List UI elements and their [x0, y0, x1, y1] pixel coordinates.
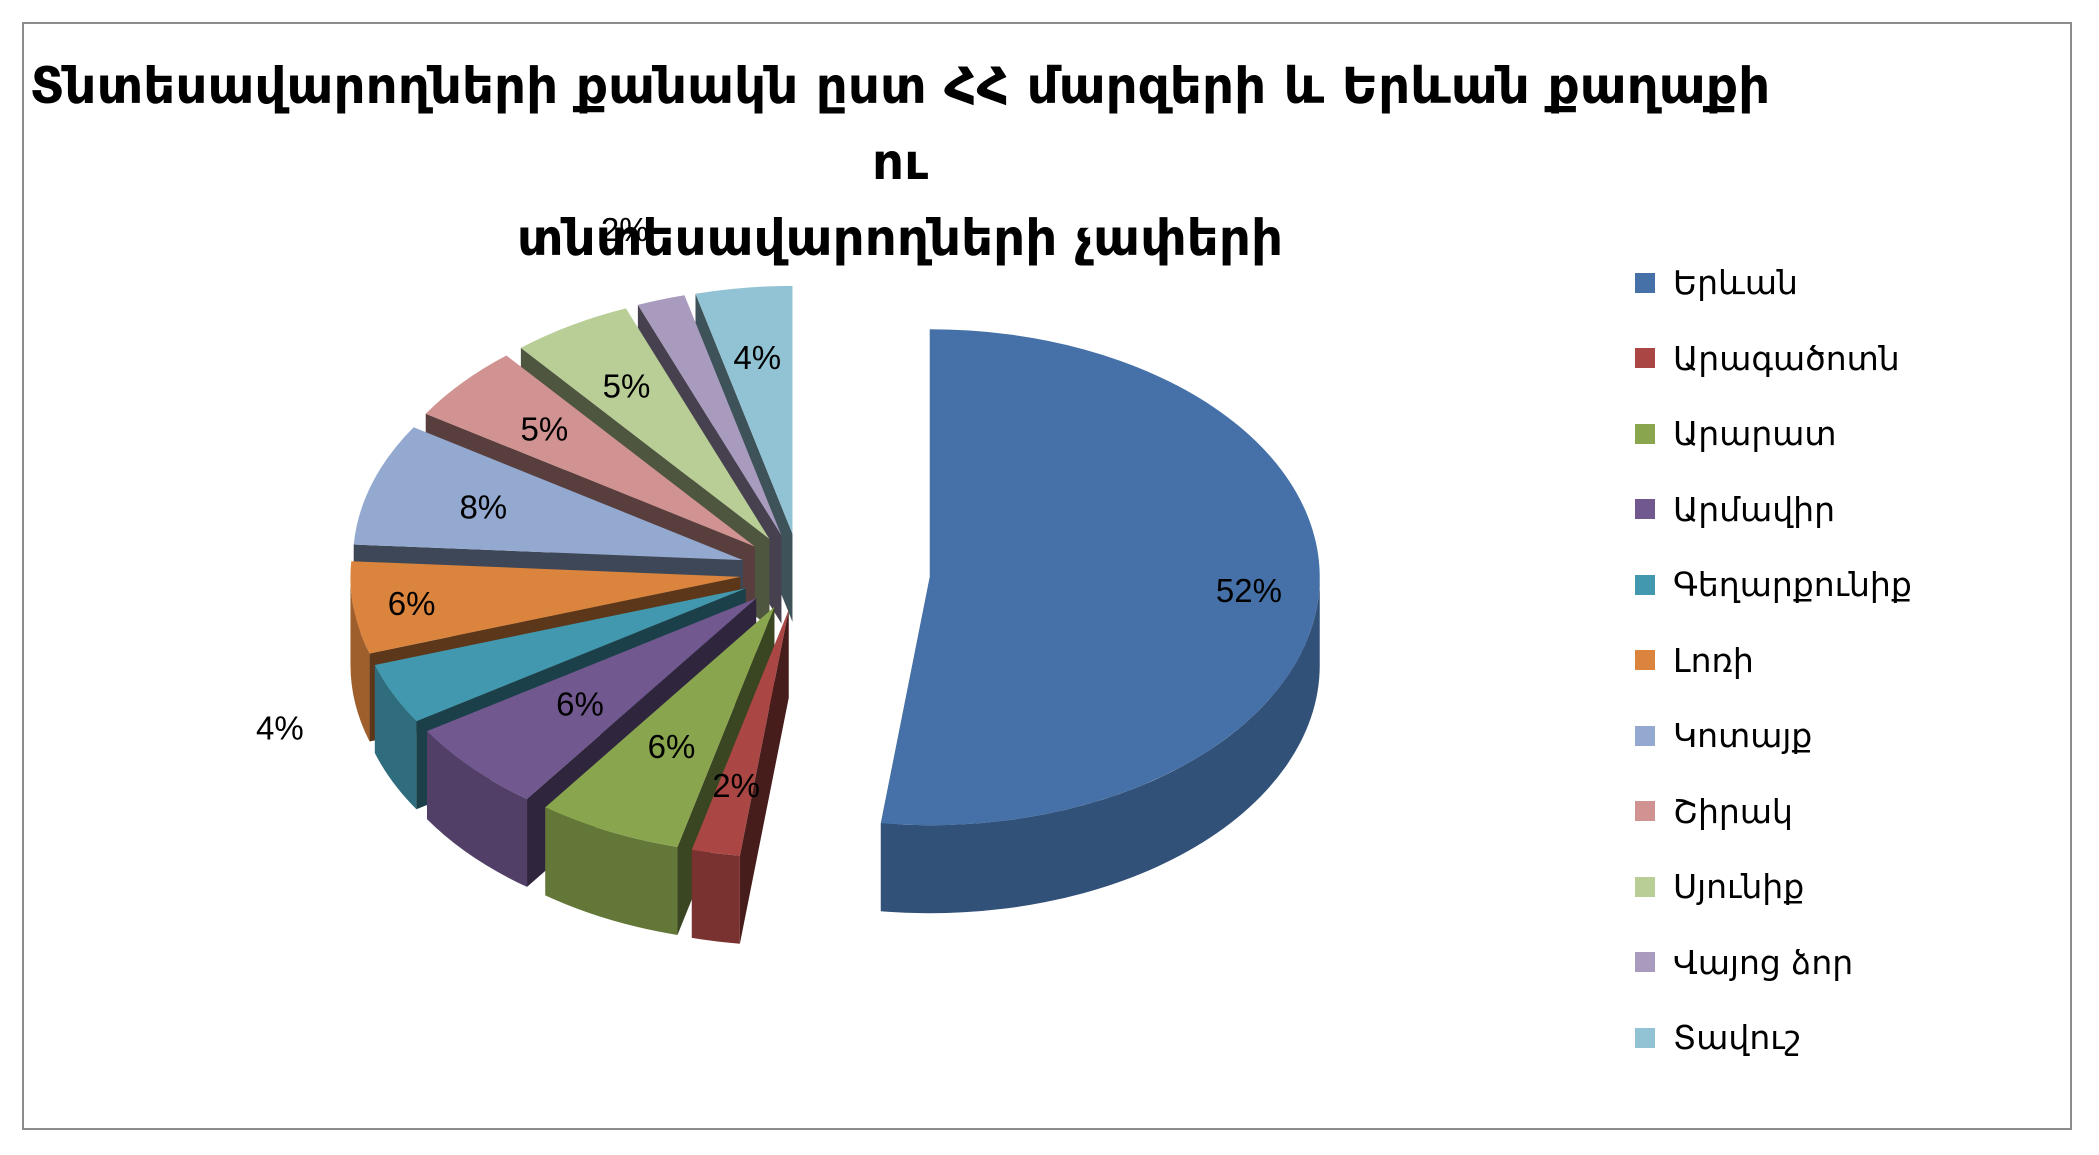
legend-item: Արագածոտն [1635, 321, 1912, 397]
legend-item: Արմավիր [1635, 472, 1912, 548]
legend-label: Արարատ [1673, 414, 1837, 454]
data-label-1: 2% [712, 767, 760, 804]
data-label-8: 5% [603, 367, 651, 404]
legend-label: Շիրակ [1673, 791, 1793, 831]
legend-swatch [1635, 876, 1655, 897]
data-label-7: 5% [521, 411, 569, 448]
legend-item: Շիրակ [1635, 774, 1912, 850]
chart-legend: Երևան Արագածոտն Արարատ Արմավիր Գեղարքունիք Լո… [1635, 245, 1912, 1076]
legend-label: Սյունիք [1673, 867, 1805, 907]
data-label-6: 8% [459, 488, 507, 525]
chart-title: Տնտեսավարողների քանակն ըստ ՀՀ մարզերի և … [0, 48, 1800, 276]
legend-item: Արարատ [1635, 396, 1912, 472]
legend-item: Սյունիք [1635, 849, 1912, 925]
legend-label: Երևան [1673, 263, 1798, 303]
legend-swatch [1635, 499, 1655, 520]
pie-slice-1 [691, 609, 789, 944]
legend-swatch [1635, 952, 1655, 973]
legend-item: Վայոց ձոր [1635, 925, 1912, 1001]
data-label-2: 6% [648, 728, 696, 765]
chart-title-line-1: Տնտեսավարողների քանակն ըստ ՀՀ մարզերի և … [29, 57, 1771, 191]
legend-label: Արմավիր [1673, 489, 1836, 529]
data-label-5: 6% [388, 585, 436, 622]
data-label-3: 6% [556, 686, 604, 723]
legend-swatch [1635, 348, 1655, 369]
legend-label: Գեղարքունիք [1673, 565, 1912, 605]
data-label-0: 52% [1216, 572, 1282, 609]
legend-swatch [1635, 1027, 1655, 1048]
data-label-4: 4% [256, 710, 304, 747]
pie-slice-0 [880, 329, 1320, 914]
legend-item: Երևան [1635, 245, 1912, 321]
legend-label: Կոտայք [1673, 716, 1813, 756]
legend-label: Վայոց ձոր [1673, 942, 1854, 982]
legend-label: Տավուշ [1673, 1018, 1802, 1058]
legend-item: Գեղարքունիք [1635, 547, 1912, 623]
legend-swatch [1635, 650, 1655, 671]
legend-item: Կոտայք [1635, 698, 1912, 774]
legend-item: Լոռի [1635, 623, 1912, 699]
data-label-9: 2% [601, 211, 649, 248]
legend-swatch [1635, 423, 1655, 444]
data-label-10: 4% [733, 339, 781, 376]
legend-label: Լոռի [1673, 640, 1754, 680]
legend-swatch [1635, 574, 1655, 595]
legend-swatch [1635, 801, 1655, 822]
legend-label: Արագածոտն [1673, 338, 1900, 378]
legend-swatch [1635, 272, 1655, 293]
legend-item: Տավուշ [1635, 1000, 1912, 1076]
chart-title-line-2: տնտեսավարողների չափերի [516, 209, 1284, 267]
legend-swatch [1635, 725, 1655, 746]
